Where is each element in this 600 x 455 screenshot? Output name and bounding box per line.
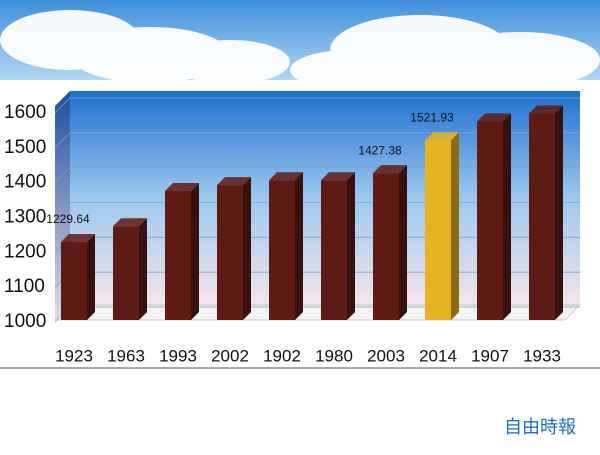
- x-tick-label: 1993: [159, 346, 197, 365]
- x-tick-label: 1923: [55, 346, 93, 365]
- bar-top: [217, 177, 251, 186]
- grid-line: [54, 202, 580, 218]
- y-tick-label: 1400: [4, 172, 46, 193]
- bar-side: [191, 183, 199, 320]
- bar-side: [347, 172, 355, 320]
- bar: [269, 180, 295, 320]
- y-tick-label: 1600: [4, 102, 46, 123]
- bar: [477, 121, 503, 320]
- bar: [61, 242, 87, 320]
- bar: [529, 113, 555, 321]
- x-tick-label: 1980: [315, 346, 353, 365]
- x-tick-label: 2014: [419, 346, 457, 365]
- bar: [425, 140, 451, 320]
- bar-top: [373, 165, 407, 174]
- bar: [321, 180, 347, 320]
- x-tick-label: 2003: [367, 346, 405, 365]
- bar: [165, 191, 191, 320]
- bar-top: [425, 132, 459, 141]
- bar: [373, 173, 399, 320]
- value-label: 1521.93: [410, 110, 454, 124]
- bar: [217, 185, 243, 320]
- x-tick-label: 1907: [471, 346, 509, 365]
- bar-top: [321, 172, 355, 181]
- y-tick-label: 1200: [4, 241, 46, 262]
- bar-side: [243, 177, 251, 320]
- x-tick-label: 1933: [523, 346, 561, 365]
- bar-side: [451, 132, 459, 320]
- bar-side: [295, 172, 303, 320]
- bar-side: [87, 234, 95, 320]
- bar-top: [113, 218, 147, 227]
- y-tick-label: 1000: [4, 311, 46, 332]
- bar-top: [269, 172, 303, 181]
- grid-line: [54, 167, 580, 183]
- bar-side: [503, 113, 511, 320]
- bar-top: [477, 113, 511, 122]
- bar-side: [139, 218, 147, 320]
- x-tick-label: 1902: [263, 346, 301, 365]
- x-tick-label: 1963: [107, 346, 145, 365]
- y-tick-label: 1500: [4, 137, 46, 158]
- grid-line: [54, 132, 580, 149]
- bar-side: [399, 165, 407, 320]
- grid-line: [54, 97, 580, 114]
- bar: [113, 226, 139, 320]
- value-label: 1427.38: [358, 143, 402, 157]
- bar-top: [529, 105, 563, 114]
- bar-side: [555, 105, 563, 321]
- watermark: 自由時報: [504, 417, 576, 438]
- y-tick-label: 1300: [4, 207, 46, 228]
- x-tick-label: 2002: [211, 346, 249, 365]
- value-label: 1229.64: [46, 212, 90, 226]
- y-tick-label: 1100: [4, 276, 45, 297]
- bar-top: [165, 183, 199, 192]
- bar-top: [61, 234, 95, 243]
